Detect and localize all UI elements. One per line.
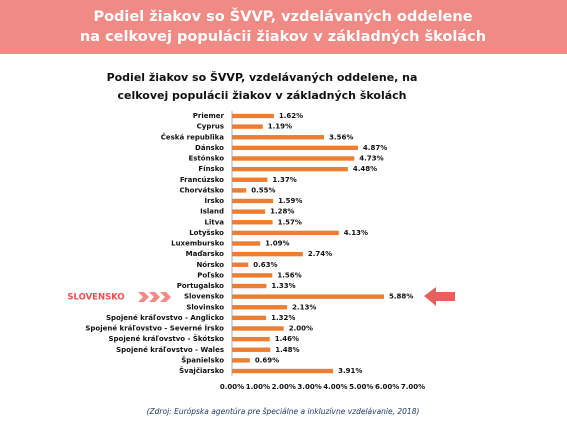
y-tick-label: Nórsko	[196, 261, 224, 269]
chevrons	[138, 292, 171, 302]
y-tick-label: Slovinsko	[186, 303, 224, 311]
value-label: 1.46%	[275, 335, 299, 343]
value-label: 1.62%	[279, 112, 303, 120]
bar	[232, 188, 247, 193]
y-tick-label: Švajčiarsko	[179, 366, 224, 375]
y-tick-label: Poľsko	[197, 271, 224, 279]
value-label: 1.37%	[272, 176, 296, 184]
x-tick-label: 0.00%	[220, 383, 244, 391]
value-label: 3.56%	[329, 133, 353, 141]
bar	[232, 336, 270, 342]
y-tick-label: Cyprus	[197, 123, 224, 131]
y-tick-label: Island	[200, 208, 224, 216]
value-label: 4.87%	[363, 144, 387, 152]
bar	[232, 177, 268, 182]
y-tick-label: Estónsko	[188, 155, 224, 163]
y-tick-label: Portugalsko	[177, 282, 224, 290]
source: (Zdroj: Európska agentúra pre špeciálne …	[147, 407, 420, 416]
value-label: 0.69%	[255, 356, 279, 364]
bar	[232, 262, 249, 267]
y-tick-label: Maďarsko	[186, 250, 225, 258]
y-tick-label: Írsko	[205, 196, 225, 205]
y-tick-label: Slovensko	[184, 293, 224, 301]
y-tick-label: Spojené kráľovstvo - Škótsko	[108, 334, 224, 343]
bar	[232, 198, 274, 204]
value-label: 1.19%	[268, 123, 292, 131]
y-tick-label: Francúzsko	[180, 176, 224, 184]
y-tick-label: Fínsko	[198, 165, 224, 173]
x-tick-label: 4.00%	[323, 383, 347, 391]
bar	[232, 358, 250, 363]
bar	[232, 220, 273, 225]
value-label: 0.63%	[253, 261, 277, 269]
bar	[232, 347, 271, 352]
value-label: 1.57%	[278, 218, 302, 226]
bar	[232, 294, 385, 299]
bar	[232, 166, 348, 172]
bar	[232, 124, 263, 129]
value-label: 1.33%	[271, 282, 295, 290]
y-tick-label: Spojené kráľovstvo - Severné Írsko	[85, 324, 224, 333]
value-label: 3.91%	[338, 367, 362, 375]
bar	[232, 113, 274, 119]
chart-title: celkovej populácii žiakov v základných š…	[117, 89, 406, 102]
bar	[232, 305, 288, 310]
value-label: 0.55%	[251, 186, 275, 194]
bar	[232, 241, 261, 246]
chart-title: Podiel žiakov so ŠVVP, vzdelávaných odde…	[107, 71, 418, 84]
bar	[232, 156, 355, 161]
y-tick-label: Španielsko	[181, 355, 224, 364]
x-tick-label: 7.00%	[401, 383, 425, 391]
highlight-arrow	[424, 287, 455, 306]
y-tick-label: Česká republika	[161, 132, 225, 141]
x-tick-label: 3.00%	[297, 383, 321, 391]
bar	[232, 283, 267, 289]
header-title: na celkovej populácii žiakov v základnýc…	[80, 29, 486, 45]
y-tick-label: Lotyšsko	[189, 229, 224, 237]
y-tick-label: Litva	[205, 218, 225, 226]
x-tick-label: 5.00%	[349, 383, 373, 391]
value-label: 1.56%	[277, 271, 301, 279]
value-label: 4.13%	[344, 229, 368, 237]
x-tick-label: 1.00%	[246, 383, 270, 391]
y-tick-label: Priemer	[193, 112, 225, 120]
value-label: 2.00%	[289, 325, 313, 333]
bar	[232, 273, 273, 278]
bar	[232, 326, 284, 331]
y-tick-label: Dánsko	[195, 144, 224, 152]
x-tick-label: 2.00%	[272, 383, 296, 391]
value-label: 4.73%	[359, 155, 383, 163]
value-label: 2.13%	[292, 303, 316, 311]
value-label: 1.48%	[275, 346, 299, 354]
bar	[232, 209, 266, 214]
y-tick-label: Luxembursko	[171, 240, 224, 248]
bar	[232, 230, 339, 236]
y-tick-label: Spojené kráľovstvo - Anglicko	[106, 314, 224, 322]
y-tick-label: Chorvátsko	[180, 186, 225, 194]
y-tick-label: Spojené kráľovstvo - Wales	[116, 346, 224, 354]
bar	[232, 315, 267, 321]
value-label: 1.59%	[278, 197, 302, 205]
value-label: 1.09%	[265, 240, 289, 248]
header-band	[0, 0, 567, 54]
value-label: 5.88%	[389, 293, 413, 301]
header-title: Podiel žiakov so ŠVVP, vzdelávaných odde…	[93, 7, 472, 25]
bar	[232, 251, 303, 257]
bar	[232, 135, 325, 140]
value-label: 1.32%	[271, 314, 295, 322]
bar	[232, 145, 358, 151]
highlight-label: SLOVENSKO	[67, 293, 124, 303]
value-label: 2.74%	[308, 250, 332, 258]
x-tick-label: 6.00%	[375, 383, 399, 391]
bar	[232, 368, 334, 374]
value-label: 4.48%	[353, 165, 377, 173]
value-label: 1.28%	[270, 208, 294, 216]
